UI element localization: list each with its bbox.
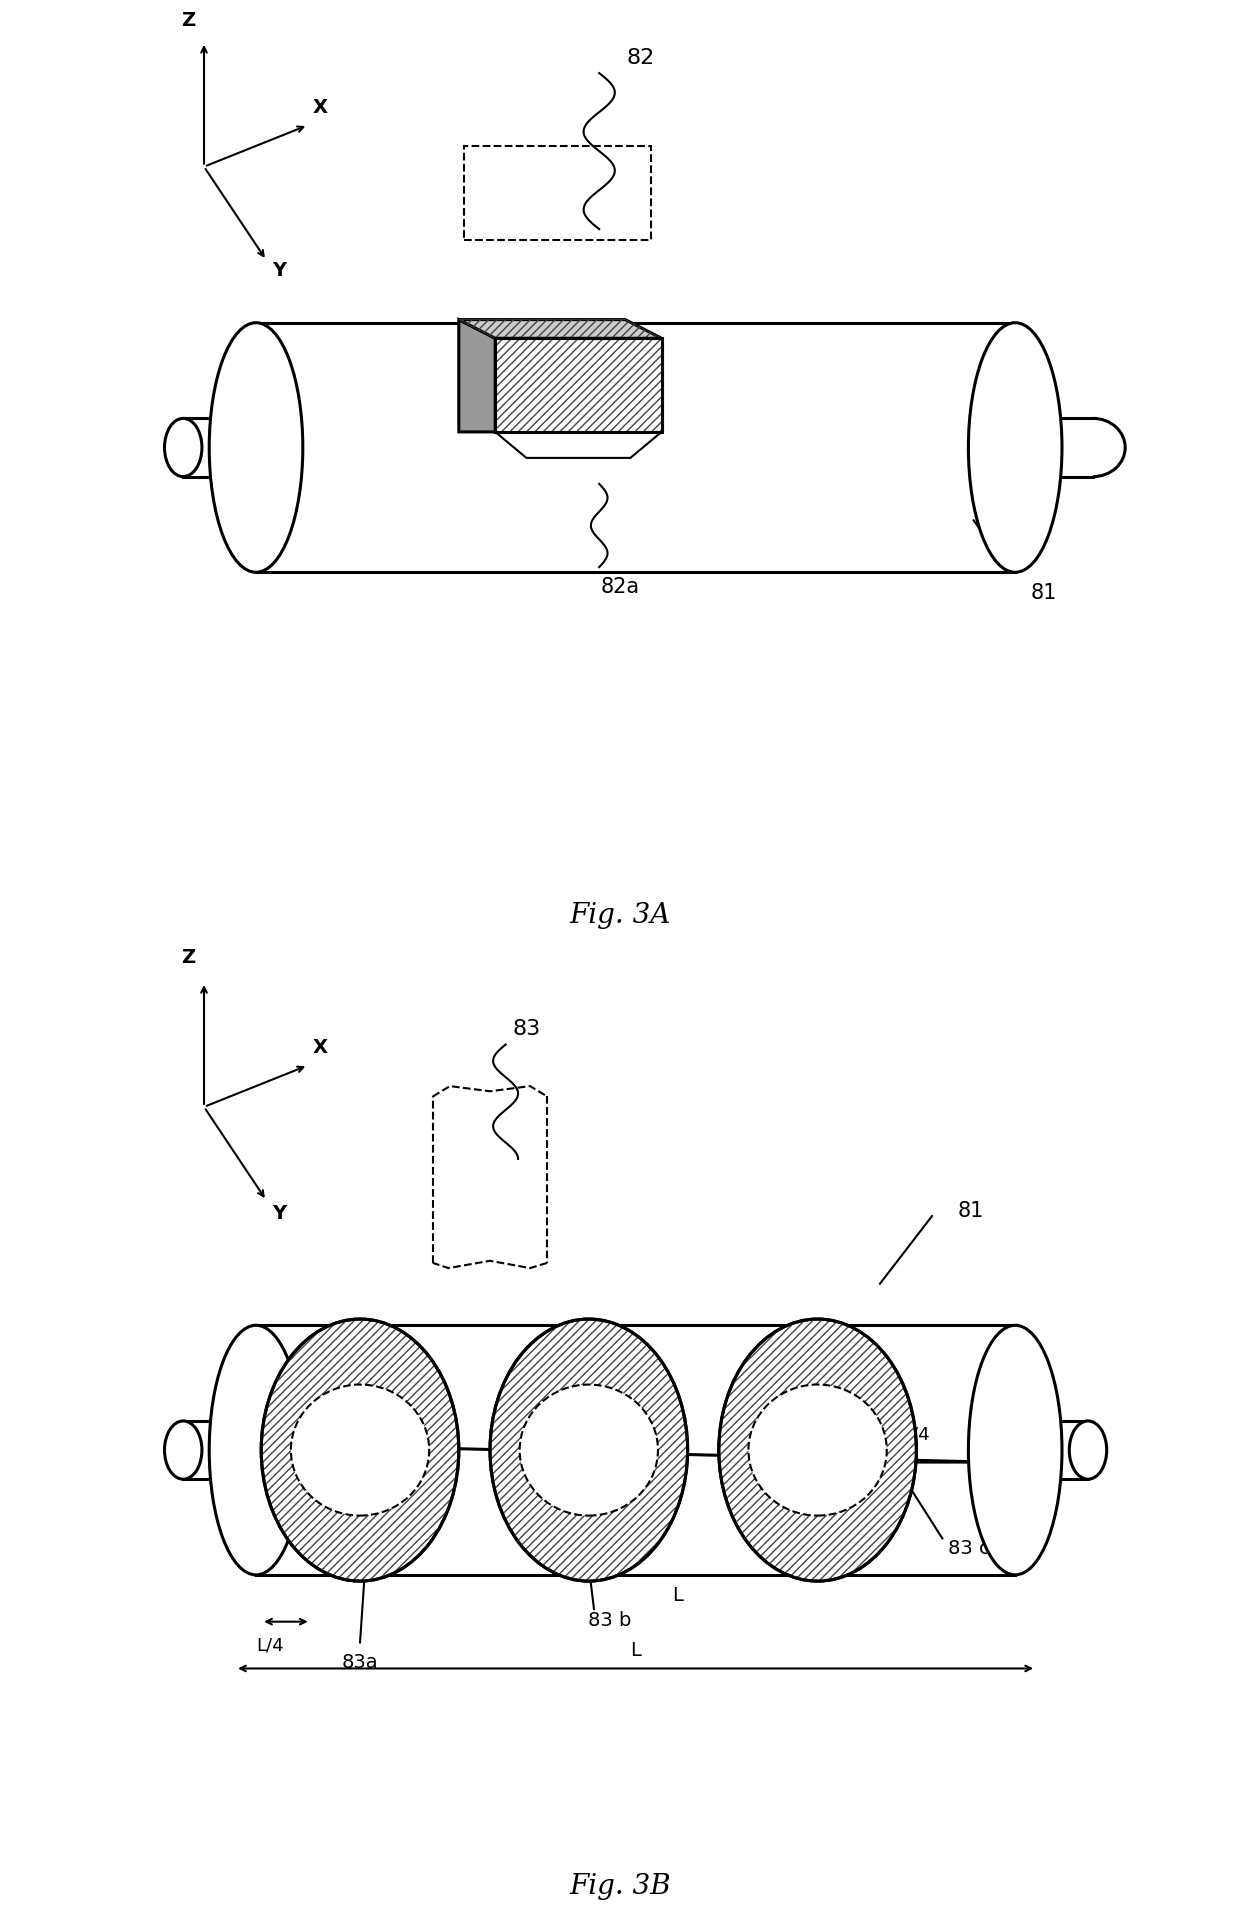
Text: 83 c: 83 c — [947, 1540, 990, 1559]
Polygon shape — [459, 320, 495, 431]
Text: X: X — [312, 98, 329, 117]
Text: Fig. 3A: Fig. 3A — [569, 903, 671, 930]
Ellipse shape — [749, 1384, 887, 1515]
Text: X: X — [312, 1038, 329, 1057]
Ellipse shape — [968, 1324, 1061, 1575]
Ellipse shape — [1069, 1421, 1106, 1478]
Polygon shape — [459, 320, 662, 339]
Polygon shape — [495, 339, 662, 431]
Ellipse shape — [968, 323, 1061, 572]
Text: 83a: 83a — [342, 1654, 378, 1673]
Ellipse shape — [262, 1319, 459, 1580]
Ellipse shape — [210, 1324, 303, 1575]
Text: 83: 83 — [512, 1018, 541, 1040]
Text: L/4: L/4 — [257, 1636, 284, 1656]
Ellipse shape — [719, 1319, 916, 1580]
Text: Y: Y — [272, 1205, 286, 1222]
Text: Y: Y — [272, 262, 286, 279]
Ellipse shape — [165, 418, 202, 477]
Text: L: L — [672, 1586, 683, 1605]
Text: 83 b: 83 b — [588, 1611, 631, 1630]
Text: Z: Z — [181, 949, 196, 968]
Ellipse shape — [291, 1384, 429, 1515]
Text: Fig. 3B: Fig. 3B — [569, 1873, 671, 1900]
Text: 82: 82 — [626, 48, 655, 67]
Text: L: L — [630, 1640, 641, 1659]
Ellipse shape — [520, 1384, 658, 1515]
Text: L/4: L/4 — [903, 1426, 930, 1444]
Ellipse shape — [490, 1319, 688, 1580]
Text: 81: 81 — [1030, 583, 1058, 603]
Ellipse shape — [210, 323, 303, 572]
Ellipse shape — [165, 1421, 202, 1478]
Text: 81: 81 — [959, 1201, 985, 1220]
Text: Z: Z — [181, 12, 196, 31]
Text: 82a: 82a — [600, 578, 640, 597]
